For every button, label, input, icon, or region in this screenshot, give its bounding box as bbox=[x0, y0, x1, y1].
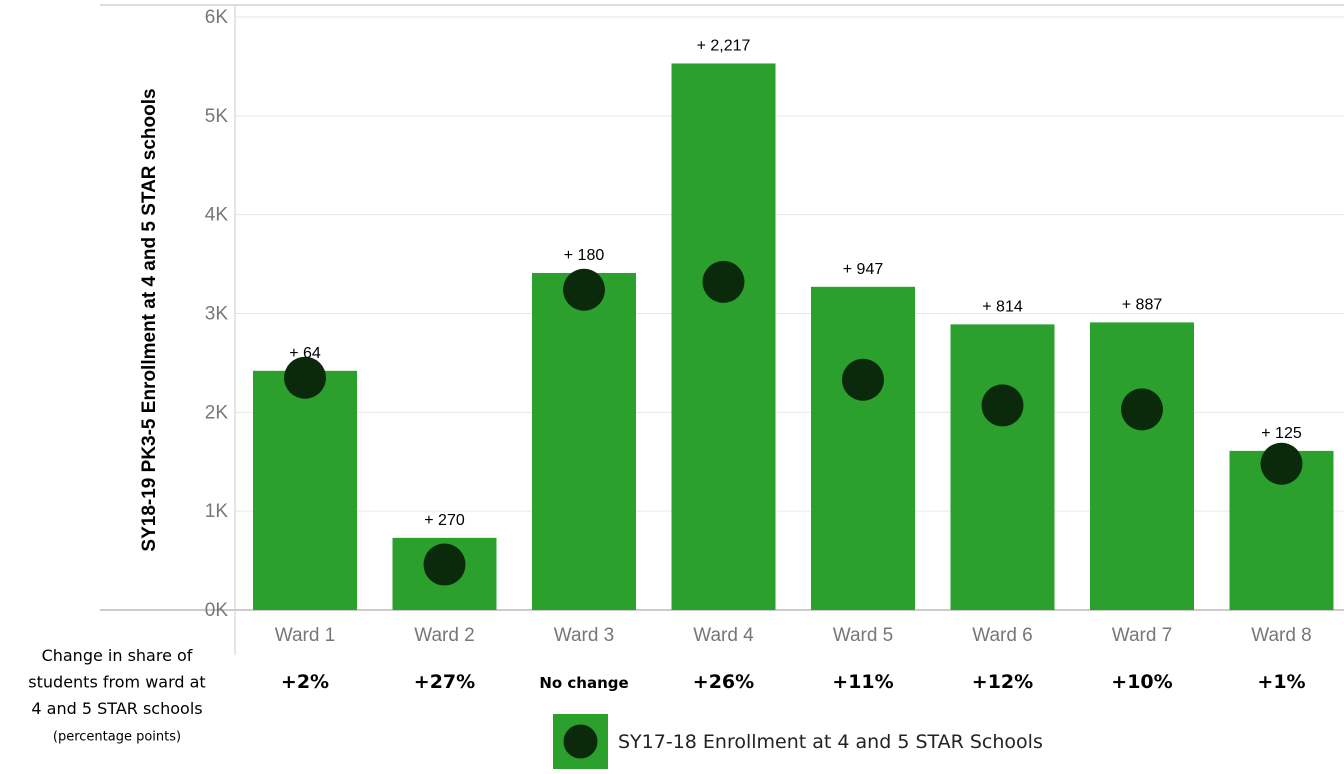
y-tick-label: 2K bbox=[205, 402, 229, 423]
y-axis-title: SY18-19 PK3-5 Enrollment at 4 and 5 STAR… bbox=[139, 88, 160, 551]
bars bbox=[253, 63, 1334, 611]
dot bbox=[423, 543, 466, 586]
data-label: + 2,217 bbox=[697, 37, 751, 54]
legend: SY17-18 Enrollment at 4 and 5 STAR Schoo… bbox=[553, 714, 1043, 769]
change-row-values: +2% +27% No change +26% +11% +12% +10% +1% bbox=[281, 671, 1306, 693]
y-tick-label: 6K bbox=[205, 7, 229, 28]
change-value: No change bbox=[539, 674, 628, 692]
change-value: +12% bbox=[972, 671, 1033, 693]
dot bbox=[842, 358, 884, 401]
data-label: + 125 bbox=[1261, 425, 1302, 442]
y-tick-label: 5K bbox=[205, 106, 229, 127]
bar bbox=[671, 63, 776, 611]
category-labels: Ward 1 Ward 2 Ward 3 Ward 4 Ward 5 Ward 6 Ward… bbox=[275, 625, 1312, 646]
change-row-header: Change in share of students from ward at 4… bbox=[28, 646, 205, 745]
dots bbox=[284, 260, 1303, 586]
change-row-header-line: 4 and 5 STAR schools bbox=[31, 699, 202, 718]
y-tick-label: 1K bbox=[205, 501, 229, 522]
y-tick-label: 4K bbox=[205, 205, 229, 226]
bar bbox=[950, 324, 1055, 610]
change-value: +11% bbox=[832, 671, 893, 693]
change-row-header-line: Change in share of bbox=[42, 646, 193, 665]
y-tick-labels: 0K 1K 2K 3K 4K 5K 6K bbox=[205, 7, 229, 621]
dot bbox=[284, 356, 326, 399]
bar bbox=[532, 272, 636, 610]
dot bbox=[981, 384, 1024, 427]
category-label: Ward 3 bbox=[554, 625, 615, 646]
bar bbox=[1090, 322, 1194, 610]
data-label: + 270 bbox=[424, 512, 465, 529]
data-label: + 180 bbox=[564, 247, 605, 264]
legend-label: SY17-18 Enrollment at 4 and 5 STAR Schoo… bbox=[618, 731, 1043, 753]
category-label: Ward 5 bbox=[833, 625, 894, 646]
category-label: Ward 8 bbox=[1251, 625, 1312, 646]
dot bbox=[1121, 388, 1163, 431]
bar bbox=[253, 370, 357, 610]
bar bbox=[811, 286, 915, 610]
dot bbox=[1260, 442, 1303, 485]
category-label: Ward 6 bbox=[972, 625, 1033, 646]
data-labels: + 64 + 270 + 180 + 2,217 + 947 + 814 + 887 + 12… bbox=[289, 37, 1302, 528]
change-value: +2% bbox=[281, 671, 329, 693]
data-label: + 947 bbox=[843, 261, 884, 278]
data-label: + 814 bbox=[982, 298, 1023, 315]
dot bbox=[563, 268, 605, 311]
change-row-header-line: (percentage points) bbox=[53, 730, 181, 745]
change-row-header-line: students from ward at bbox=[28, 673, 205, 692]
category-label: Ward 1 bbox=[275, 625, 336, 646]
dot bbox=[702, 260, 745, 303]
change-value: +27% bbox=[414, 671, 475, 693]
y-tick-label: 0K bbox=[205, 600, 229, 621]
change-value: +10% bbox=[1111, 671, 1172, 693]
change-value: +1% bbox=[1257, 671, 1305, 693]
category-label: Ward 4 bbox=[693, 625, 754, 646]
category-label: Ward 7 bbox=[1112, 625, 1173, 646]
y-tick-label: 3K bbox=[205, 304, 229, 325]
legend-swatch-dot bbox=[563, 724, 598, 759]
data-label: + 887 bbox=[1122, 296, 1163, 313]
category-label: Ward 2 bbox=[414, 625, 475, 646]
change-value: +26% bbox=[693, 671, 754, 693]
data-label: + 64 bbox=[289, 345, 321, 362]
